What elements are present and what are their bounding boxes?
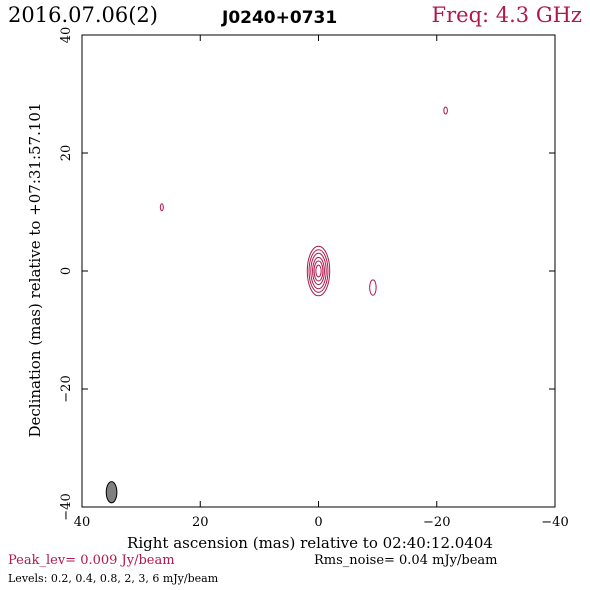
tick-labels: 40 20 0 −20 −40 −40 −20 0 20 40	[59, 27, 569, 530]
x-tick-label: 20	[192, 515, 209, 530]
contour-levels: Levels: 0.2, 0.4, 0.8, 2, 3, 6 mJy/beam	[8, 572, 219, 585]
y-tick-label: 40	[59, 27, 74, 44]
contour-line	[443, 106, 448, 115]
y-tick-label: −40	[59, 493, 74, 520]
peak-level: Peak_lev= 0.009 Jy/beam	[8, 553, 175, 568]
contour-line	[306, 245, 331, 297]
y-tick-label: −20	[59, 375, 74, 402]
contour-line	[313, 260, 324, 282]
source-name: J0240+0731	[222, 8, 338, 28]
beam-group	[105, 481, 118, 504]
contour-group	[159, 106, 448, 297]
y-tick-label: 0	[59, 267, 74, 275]
plot-frame	[81, 34, 556, 508]
observation-date: 2016.07.06(2)	[8, 3, 158, 27]
frequency-label: Freq: 4.3 GHz	[431, 3, 582, 27]
x-tick-label: −40	[541, 515, 568, 530]
contour-line	[310, 252, 327, 290]
tick-marks	[81, 34, 556, 508]
y-tick-label: 20	[59, 145, 74, 162]
contour-line	[308, 249, 329, 293]
rms-noise: Rms_noise= 0.04 mJy/beam	[314, 553, 498, 568]
contour-line	[315, 264, 322, 278]
contour-line	[312, 256, 325, 286]
x-axis-label: Right ascension (mas) relative to 02:40:…	[127, 534, 493, 552]
contour-line	[159, 203, 164, 212]
x-tick-label: −20	[423, 515, 450, 530]
contour-line	[369, 279, 377, 296]
beam-ellipse	[105, 481, 118, 504]
y-axis-label: Declination (mas) relative to +07:31:57.…	[26, 102, 44, 437]
x-tick-label: 40	[74, 515, 91, 530]
x-tick-label: 0	[314, 515, 322, 530]
